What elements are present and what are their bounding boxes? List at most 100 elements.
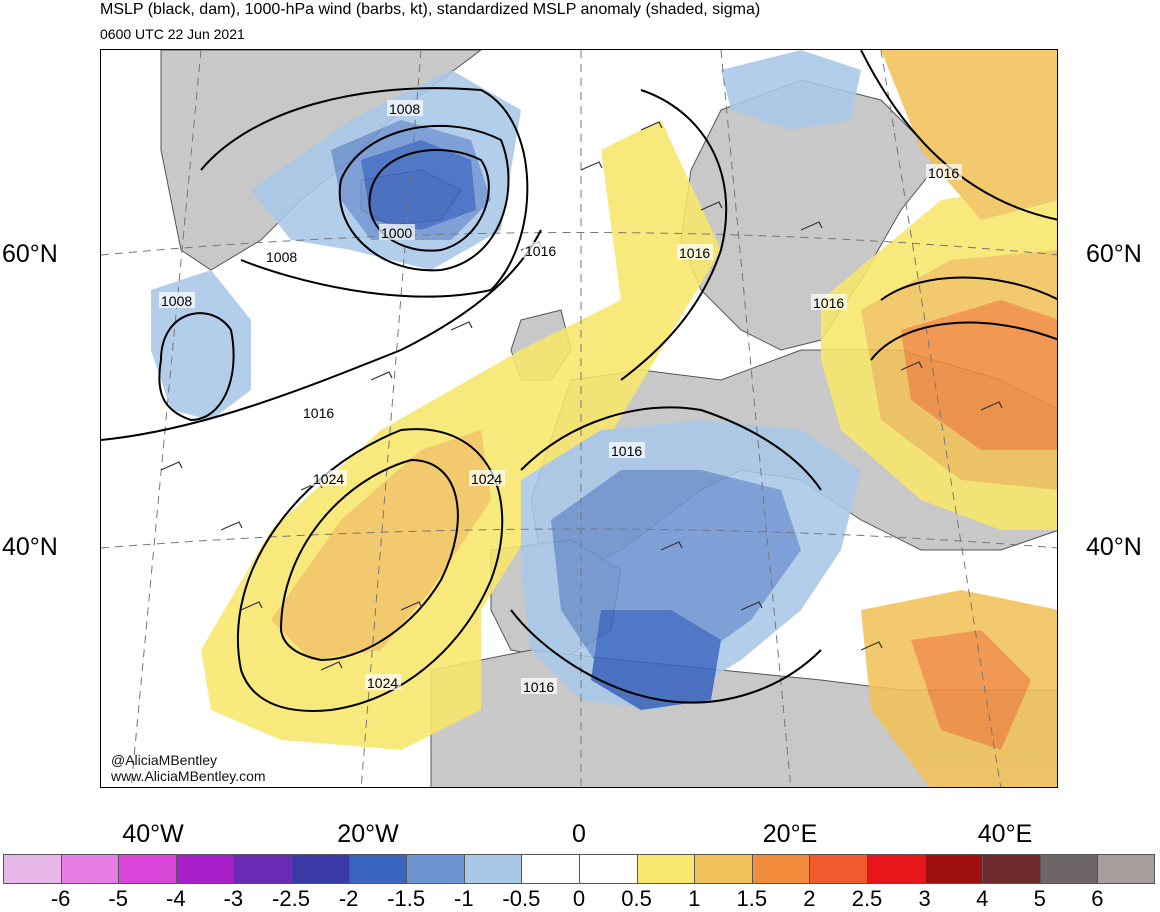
isobar-1016-scandinavia	[620, 89, 728, 381]
wind-barb	[240, 601, 263, 611]
credit-url: www.AliciaMBentley.com	[111, 768, 266, 784]
colorbar-label: -2.5	[272, 886, 310, 911]
colorbar-label: 1.5	[736, 886, 768, 911]
wind-barb	[660, 541, 683, 551]
negative-anomaly-scandinavia	[721, 50, 861, 130]
colorbar-swatch	[60, 854, 119, 884]
wind-barb	[580, 161, 603, 171]
colorbar-label: 5	[1033, 886, 1046, 911]
isobar-1016-atlantic	[101, 229, 542, 441]
colorbar-swatch	[348, 854, 407, 884]
wind-barb	[320, 661, 343, 671]
colorbar-label: 0	[572, 886, 586, 911]
colorbar-label: -3	[223, 886, 244, 911]
lon-label-40w: 40°W	[122, 820, 184, 848]
colorbar-swatch	[290, 854, 349, 884]
colorbar-swatch	[578, 854, 637, 884]
wind-barb	[160, 461, 183, 471]
colorbar-label: -2	[338, 886, 359, 911]
isobar-labels: 1008 1000 1008 1008 1016 1016 1016 1016 …	[159, 100, 962, 695]
isobar-label: 1000	[381, 225, 412, 241]
colorbar-label: 1	[688, 886, 701, 911]
weather-map: 1008 1000 1008 1008 1016 1016 1016 1016 …	[100, 49, 1058, 788]
isobar-1024-inner	[279, 458, 459, 662]
negative-anomaly-europe-max	[591, 610, 721, 710]
isobar-label: 1016	[525, 243, 556, 259]
anomaly-colorbar	[3, 854, 1155, 884]
wind-barb	[700, 201, 723, 211]
isobar-label: 1016	[679, 245, 710, 261]
lon-line-40e	[880, 50, 1002, 787]
lat-label-40n-right: 40°N	[1086, 533, 1142, 561]
map-canvas: 1008 1000 1008 1008 1016 1016 1016 1016 …	[101, 50, 1057, 787]
colorbar-label: 2	[803, 886, 816, 911]
wind-barb	[640, 121, 663, 131]
colorbar-swatch	[175, 854, 234, 884]
anomaly-layer	[151, 50, 1057, 787]
colorbar-label: 6	[1091, 886, 1104, 911]
colorbar-label: -0.5	[502, 886, 541, 911]
lat-line-60	[101, 232, 1057, 256]
wind-barb	[450, 321, 473, 331]
isobar-1004	[338, 124, 510, 272]
colorbar-label: 4	[976, 886, 989, 911]
positive-anomaly-turkey-core	[911, 630, 1031, 750]
isobar-label: 1008	[389, 101, 420, 117]
colorbar-label: -4	[166, 886, 186, 911]
colorbar-swatch	[406, 854, 464, 884]
lat-label-60n-right: 60°N	[1086, 240, 1142, 268]
isobar-label: 1016	[813, 295, 844, 311]
colorbar-label: -6	[50, 886, 71, 911]
isobar-label: 1016	[523, 679, 554, 695]
lon-line-20e	[720, 50, 792, 787]
lon-line-20w	[360, 50, 422, 787]
isobar-label: 1024	[313, 471, 344, 487]
graticule-layer	[101, 50, 1057, 787]
map-title: MSLP (black, dam), 1000-hPa wind (barbs,…	[100, 1, 761, 18]
colorbar-label: 2.5	[851, 886, 883, 911]
isobar-label: 1016	[303, 405, 334, 421]
isobar-label: 1024	[367, 675, 398, 691]
colorbar-swatch	[982, 854, 1040, 884]
isobar-1008-north	[200, 87, 529, 298]
lat-line-40	[101, 528, 1057, 549]
colorbar-label: 0.5	[621, 886, 652, 911]
colorbar-swatch	[1097, 854, 1155, 884]
isobar-1016-europe	[520, 406, 822, 491]
wind-barb	[800, 221, 823, 231]
colorbar-swatch	[751, 854, 810, 884]
colorbar-swatch	[233, 854, 291, 884]
wind-barb	[860, 641, 883, 651]
colorbar-swatch	[866, 854, 925, 884]
lon-label-40e: 40°E	[977, 820, 1033, 848]
colorbar-swatch	[809, 854, 867, 884]
wind-barb	[400, 601, 423, 611]
isobar-label: 1016	[928, 165, 959, 181]
isobar-1016-south	[510, 609, 822, 704]
lon-label-20e: 20°E	[762, 820, 818, 848]
colorbar-swatch	[1039, 854, 1098, 884]
isobar-label: 1008	[161, 293, 192, 309]
colorbar-swatch	[924, 854, 983, 884]
isobar-1016-east	[860, 50, 1057, 221]
valid-time: 0600 UTC 22 Jun 2021	[100, 26, 245, 42]
credit-handle: @AliciaMBentley	[111, 752, 218, 768]
colorbar-swatch	[694, 854, 752, 884]
wind-barb	[980, 401, 1003, 411]
colorbar-swatch	[521, 854, 579, 884]
colorbar-swatch	[118, 854, 176, 884]
isobar-east-high	[880, 276, 1057, 301]
lon-line-40w	[130, 50, 202, 787]
isobar-label: 1008	[266, 249, 297, 265]
lon-label-0: 0	[572, 820, 586, 848]
colorbar-swatch	[3, 854, 61, 884]
isobar-layer	[101, 50, 1057, 712]
wind-barb	[740, 601, 763, 611]
colorbar-swatch	[463, 854, 522, 884]
colorbar-label: -1	[454, 886, 474, 911]
isobar-east-high-2	[870, 321, 1057, 361]
lon-label-20w: 20°W	[337, 820, 399, 848]
colorbar-label: 3	[918, 886, 931, 911]
lat-label-60n-left: 60°N	[2, 240, 58, 268]
wind-barb	[370, 371, 393, 381]
